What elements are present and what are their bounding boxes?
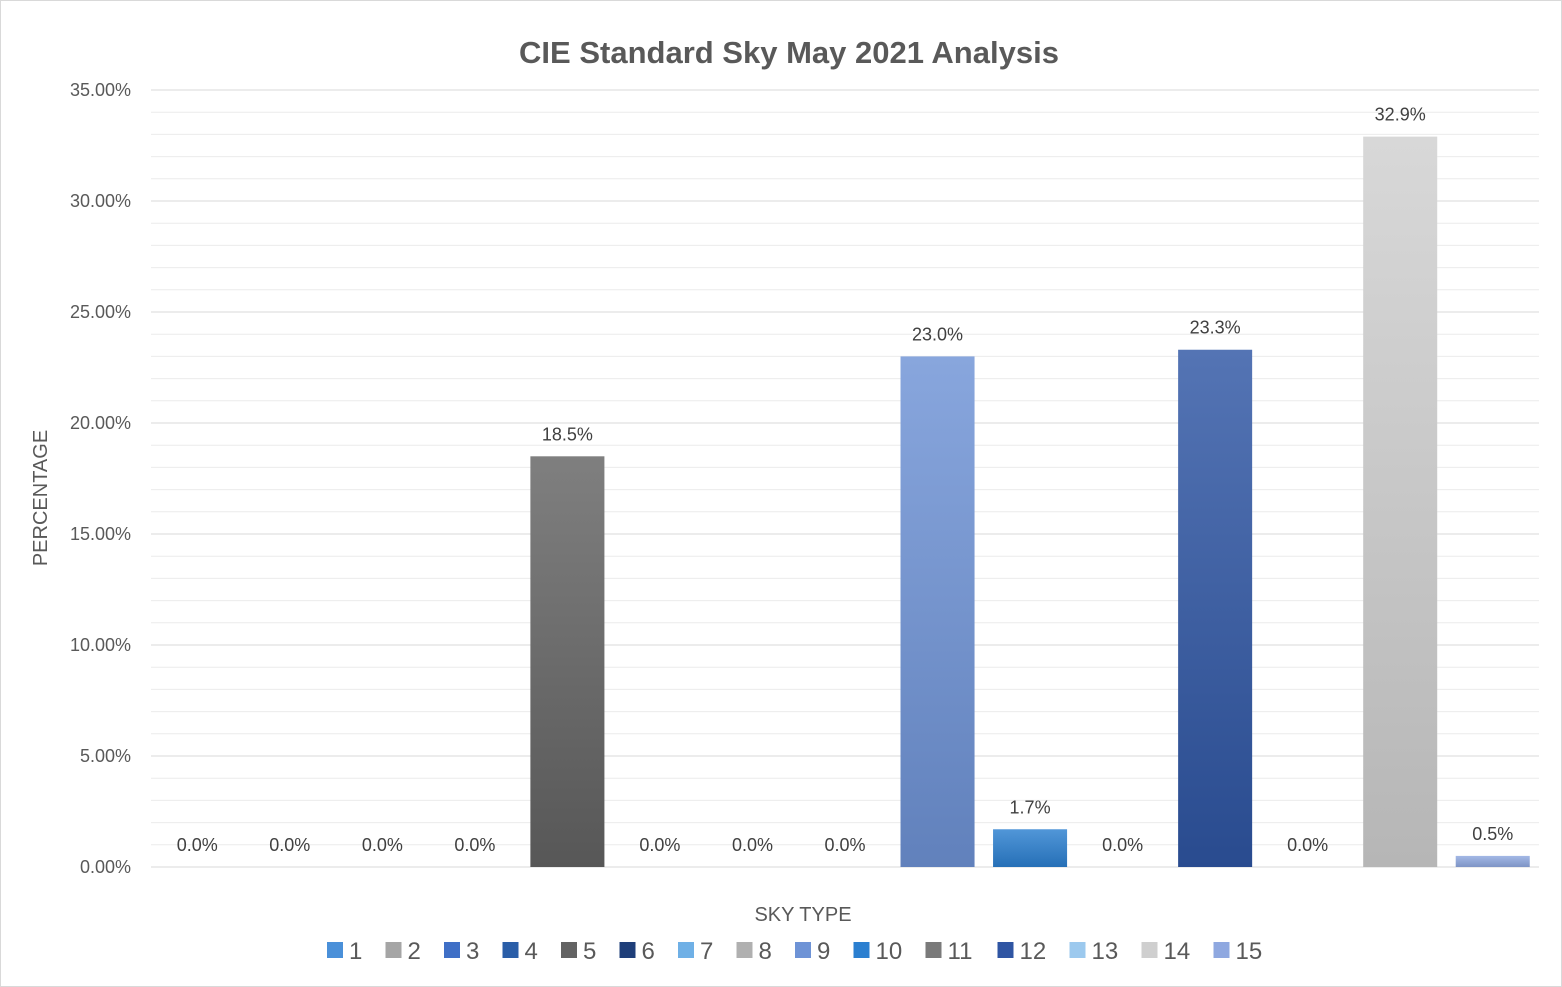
data-label-sky-type-13: 0.0% (1287, 835, 1328, 855)
y-tick-label: 10.00% (70, 635, 131, 655)
legend-swatch-8 (736, 942, 753, 958)
gridlines (151, 89, 1539, 868)
bar-sky-type-15 (1455, 855, 1530, 867)
data-label-sky-type-1: 0.0% (177, 835, 218, 855)
y-tick-label: 25.00% (70, 302, 131, 322)
data-label-sky-type-11: 0.0% (1102, 835, 1143, 855)
legend-swatch-15 (1213, 942, 1230, 958)
legend-label-1: 1 (349, 938, 362, 965)
legend-swatch-2 (385, 942, 402, 958)
bar-sky-type-9 (900, 356, 975, 867)
legend-swatch-3 (444, 942, 460, 958)
legend-label-6: 6 (642, 938, 655, 965)
bar-sky-type-12 (1178, 349, 1253, 867)
legend-swatch-1 (327, 942, 343, 958)
y-tick-label: 0.00% (80, 857, 131, 877)
data-label-sky-type-7: 0.0% (732, 835, 773, 855)
y-axis-ticks: 0.00% 5.00% 10.00% 15.00% 20.00% 25.00% 30.00%… (70, 80, 131, 877)
legend-swatch-12 (997, 942, 1014, 958)
legend-label-13: 13 (1092, 938, 1119, 965)
legend-label-12: 12 (1020, 938, 1047, 965)
legend: 1 2 3 4 5 6 7 8 9 10 11 12 13 14 15 (327, 938, 1262, 965)
legend-swatch-7 (678, 942, 694, 958)
legend-swatch-4 (502, 942, 519, 958)
data-label-sky-type-2: 0.0% (269, 835, 310, 855)
legend-swatch-9 (795, 942, 811, 958)
bars (530, 136, 1530, 867)
legend-swatch-5 (561, 942, 577, 958)
bar-sky-type-14 (1363, 136, 1438, 867)
data-labels: 0.0% 0.0% 0.0% 0.0% 18.5% 0.0% 0.0% 0.0% 23.0% 1.… (177, 105, 1513, 855)
data-label-sky-type-12: 23.3% (1190, 318, 1241, 338)
data-label-sky-type-14: 32.9% (1375, 105, 1426, 125)
legend-swatch-6 (619, 942, 636, 958)
y-axis-title: PERCENTAGE (30, 430, 52, 566)
y-tick-label: 30.00% (70, 191, 131, 211)
legend-label-9: 9 (817, 938, 830, 965)
data-label-sky-type-3: 0.0% (362, 835, 403, 855)
legend-label-14: 14 (1164, 938, 1191, 965)
data-label-sky-type-4: 0.0% (454, 835, 495, 855)
y-tick-label: 5.00% (80, 746, 131, 766)
y-tick-label: 20.00% (70, 413, 131, 433)
legend-label-15: 15 (1236, 938, 1263, 965)
x-axis-title: SKY TYPE (754, 904, 851, 926)
legend-label-7: 7 (700, 938, 713, 965)
legend-swatch-10 (853, 942, 870, 958)
bar-sky-type-10 (993, 829, 1068, 867)
legend-label-8: 8 (759, 938, 772, 965)
legend-label-10: 10 (876, 938, 903, 965)
data-label-sky-type-6: 0.0% (639, 835, 680, 855)
legend-swatch-11 (925, 942, 942, 958)
data-label-sky-type-8: 0.0% (824, 835, 865, 855)
y-tick-label: 15.00% (70, 524, 131, 544)
legend-label-4: 4 (525, 938, 538, 965)
data-label-sky-type-5: 18.5% (542, 424, 593, 444)
y-tick-label: 35.00% (70, 80, 131, 100)
legend-swatch-13 (1069, 942, 1086, 958)
data-label-sky-type-10: 1.7% (1010, 797, 1051, 817)
legend-label-11: 11 (948, 938, 973, 965)
legend-label-2: 2 (408, 938, 421, 965)
data-label-sky-type-9: 23.0% (912, 324, 963, 344)
legend-swatch-14 (1141, 942, 1158, 958)
legend-label-3: 3 (466, 938, 479, 965)
bar-sky-type-5 (530, 456, 605, 867)
legend-label-5: 5 (583, 938, 596, 965)
chart-title: CIE Standard Sky May 2021 Analysis (519, 35, 1059, 70)
data-label-sky-type-15: 0.5% (1472, 824, 1513, 844)
